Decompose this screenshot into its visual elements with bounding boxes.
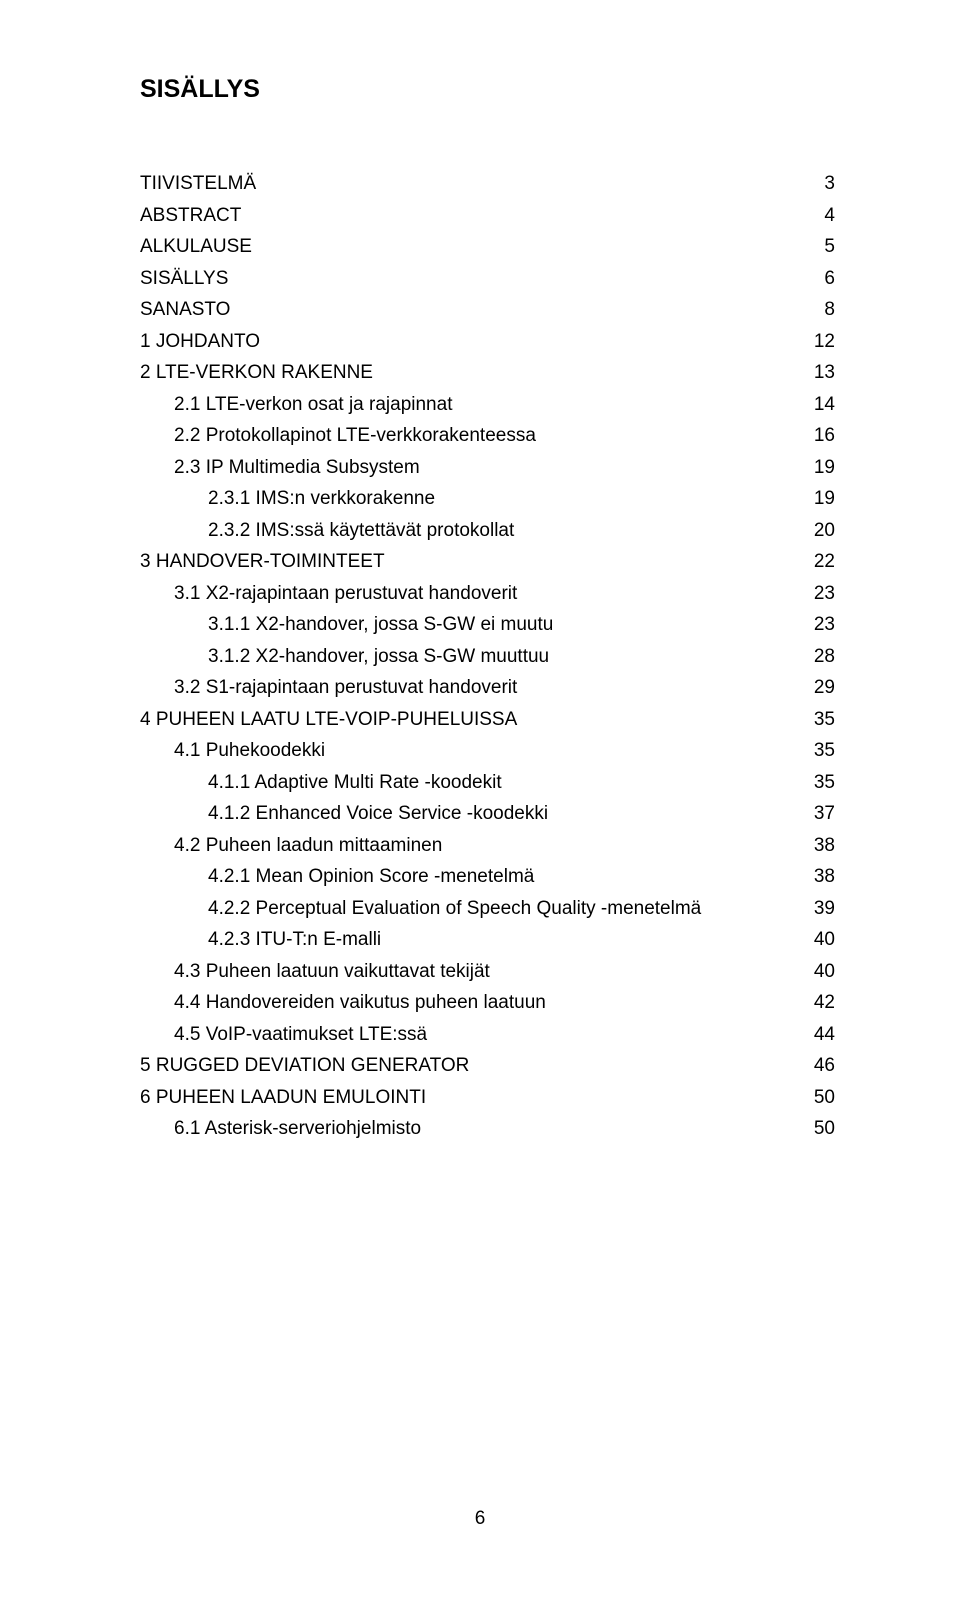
toc-entry: 3.1 X2-rajapintaan perustuvat handoverit… xyxy=(140,584,835,603)
toc-entry: 3 HANDOVER-TOIMINTEET 22 xyxy=(140,552,835,571)
toc-entry-label: 3.1 X2-rajapintaan perustuvat handoverit xyxy=(174,584,517,603)
toc-entry-page: 44 xyxy=(803,1025,835,1044)
toc-entry-label: 1 JOHDANTO xyxy=(140,332,260,351)
toc-entry-page: 29 xyxy=(803,678,835,697)
toc-entry: 6.1 Asterisk-serveriohjelmisto 50 xyxy=(140,1119,835,1138)
toc-entry-page: 46 xyxy=(803,1056,835,1075)
toc-entry-page: 20 xyxy=(803,521,835,540)
toc-entry: 5 RUGGED DEVIATION GENERATOR 46 xyxy=(140,1056,835,1075)
toc-entry-label: ALKULAUSE xyxy=(140,237,252,256)
toc-entry: 4.2.1 Mean Opinion Score -menetelmä 38 xyxy=(140,867,835,886)
toc-entry-label: SANASTO xyxy=(140,300,230,319)
toc-entry-label: 3 HANDOVER-TOIMINTEET xyxy=(140,552,385,571)
toc-entry: SISÄLLYS 6 xyxy=(140,269,835,288)
toc-entry: 3.1.2 X2-handover, jossa S-GW muuttuu 28 xyxy=(140,647,835,666)
toc-entry: TIIVISTELMÄ 3 xyxy=(140,174,835,193)
page-footer-number: 6 xyxy=(0,1508,960,1530)
toc-entry-label: TIIVISTELMÄ xyxy=(140,174,256,193)
toc-entry-label: 2 LTE-VERKON RAKENNE xyxy=(140,363,373,382)
toc-entry: ALKULAUSE 5 xyxy=(140,237,835,256)
toc-entry: 4.2 Puheen laadun mittaaminen 38 xyxy=(140,836,835,855)
toc-entry-label: 4.1.2 Enhanced Voice Service -koodekki xyxy=(208,804,548,823)
toc-entry: 4.3 Puheen laatuun vaikuttavat tekijät 40 xyxy=(140,962,835,981)
toc-entry: 2.3 IP Multimedia Subsystem 19 xyxy=(140,458,835,477)
toc-entry: SANASTO 8 xyxy=(140,300,835,319)
toc-entry-label: 2.3.1 IMS:n verkkorakenne xyxy=(208,489,435,508)
toc-entry-page: 8 xyxy=(803,300,835,319)
toc-entry-page: 4 xyxy=(803,206,835,225)
toc-entry-label: 4.1.1 Adaptive Multi Rate -koodekit xyxy=(208,773,502,792)
toc-entry-page: 40 xyxy=(803,930,835,949)
toc-entry-page: 35 xyxy=(803,710,835,729)
toc-entry: 2.3.2 IMS:ssä käytettävät protokollat 20 xyxy=(140,521,835,540)
toc-entry-page: 23 xyxy=(803,584,835,603)
toc-entry: 2.3.1 IMS:n verkkorakenne 19 xyxy=(140,489,835,508)
toc-entry-page: 19 xyxy=(803,458,835,477)
toc-entry-label: 3.1.2 X2-handover, jossa S-GW muuttuu xyxy=(208,647,549,666)
toc-entry: 3.2 S1-rajapintaan perustuvat handoverit… xyxy=(140,678,835,697)
toc-entry-page: 13 xyxy=(803,363,835,382)
toc-entry-label: 2.3.2 IMS:ssä käytettävät protokollat xyxy=(208,521,514,540)
toc-entry-page: 37 xyxy=(803,804,835,823)
toc-entry-label: 5 RUGGED DEVIATION GENERATOR xyxy=(140,1056,469,1075)
toc-entry: 4 PUHEEN LAATU LTE-VOIP-PUHELUISSA 35 xyxy=(140,710,835,729)
toc-entry: 3.1.1 X2-handover, jossa S-GW ei muutu 23 xyxy=(140,615,835,634)
toc-entry-page: 38 xyxy=(803,867,835,886)
page-title: SISÄLLYS xyxy=(140,75,835,104)
toc-entry-page: 50 xyxy=(803,1119,835,1138)
toc-entry-label: 4.5 VoIP-vaatimukset LTE:ssä xyxy=(174,1025,427,1044)
toc-entry-label: 4.1 Puhekoodekki xyxy=(174,741,325,760)
toc-entry-label: 4.3 Puheen laatuun vaikuttavat tekijät xyxy=(174,962,490,981)
table-of-contents: TIIVISTELMÄ 3 ABSTRACT 4 ALKULAUSE 5 SISÄLLYS 6… xyxy=(140,174,835,1138)
toc-entry-page: 28 xyxy=(803,647,835,666)
toc-entry-label: 3.2 S1-rajapintaan perustuvat handoverit xyxy=(174,678,517,697)
toc-entry-page: 40 xyxy=(803,962,835,981)
toc-entry: 4.1.1 Adaptive Multi Rate -koodekit 35 xyxy=(140,773,835,792)
toc-entry: 4.5 VoIP-vaatimukset LTE:ssä 44 xyxy=(140,1025,835,1044)
toc-entry-page: 16 xyxy=(803,426,835,445)
toc-entry: 2 LTE-VERKON RAKENNE 13 xyxy=(140,363,835,382)
toc-entry-page: 3 xyxy=(803,174,835,193)
toc-entry: 4.1.2 Enhanced Voice Service -koodekki 37 xyxy=(140,804,835,823)
toc-entry-page: 42 xyxy=(803,993,835,1012)
toc-entry: 2.2 Protokollapinot LTE-verkkorakenteess… xyxy=(140,426,835,445)
toc-entry-label: 4.2 Puheen laadun mittaaminen xyxy=(174,836,442,855)
toc-entry-label: 2.3 IP Multimedia Subsystem xyxy=(174,458,420,477)
toc-entry: 4.2.2 Perceptual Evaluation of Speech Qu… xyxy=(140,899,835,918)
toc-entry-page: 12 xyxy=(803,332,835,351)
toc-entry: 2.1 LTE-verkon osat ja rajapinnat 14 xyxy=(140,395,835,414)
toc-entry-label: SISÄLLYS xyxy=(140,269,228,288)
toc-entry-label: ABSTRACT xyxy=(140,206,241,225)
toc-entry-label: 2.1 LTE-verkon osat ja rajapinnat xyxy=(174,395,452,414)
toc-entry-page: 5 xyxy=(803,237,835,256)
toc-entry-label: 4 PUHEEN LAATU LTE-VOIP-PUHELUISSA xyxy=(140,710,517,729)
toc-entry: ABSTRACT 4 xyxy=(140,206,835,225)
document-page: SISÄLLYS TIIVISTELMÄ 3 ABSTRACT 4 ALKULAUSE 5… xyxy=(0,0,960,1600)
toc-entry-label: 3.1.1 X2-handover, jossa S-GW ei muutu xyxy=(208,615,553,634)
toc-entry-label: 4.2.1 Mean Opinion Score -menetelmä xyxy=(208,867,534,886)
toc-entry-page: 22 xyxy=(803,552,835,571)
toc-entry-label: 6 PUHEEN LAADUN EMULOINTI xyxy=(140,1088,426,1107)
toc-entry: 4.4 Handovereiden vaikutus puheen laatuu… xyxy=(140,993,835,1012)
toc-entry-label: 2.2 Protokollapinot LTE-verkkorakenteess… xyxy=(174,426,536,445)
toc-entry-page: 35 xyxy=(803,741,835,760)
toc-entry-page: 35 xyxy=(803,773,835,792)
toc-entry-label: 6.1 Asterisk-serveriohjelmisto xyxy=(174,1119,421,1138)
toc-entry: 6 PUHEEN LAADUN EMULOINTI 50 xyxy=(140,1088,835,1107)
toc-entry-page: 50 xyxy=(803,1088,835,1107)
toc-entry: 4.2.3 ITU-T:n E-malli 40 xyxy=(140,930,835,949)
toc-entry-page: 14 xyxy=(803,395,835,414)
toc-entry: 1 JOHDANTO 12 xyxy=(140,332,835,351)
toc-entry-page: 19 xyxy=(803,489,835,508)
toc-entry-page: 23 xyxy=(803,615,835,634)
toc-entry-label: 4.2.3 ITU-T:n E-malli xyxy=(208,930,381,949)
toc-entry-page: 38 xyxy=(803,836,835,855)
toc-entry-page: 6 xyxy=(803,269,835,288)
toc-entry-page: 39 xyxy=(803,899,835,918)
toc-entry: 4.1 Puhekoodekki 35 xyxy=(140,741,835,760)
toc-entry-label: 4.4 Handovereiden vaikutus puheen laatuu… xyxy=(174,993,546,1012)
toc-entry-label: 4.2.2 Perceptual Evaluation of Speech Qu… xyxy=(208,899,701,918)
